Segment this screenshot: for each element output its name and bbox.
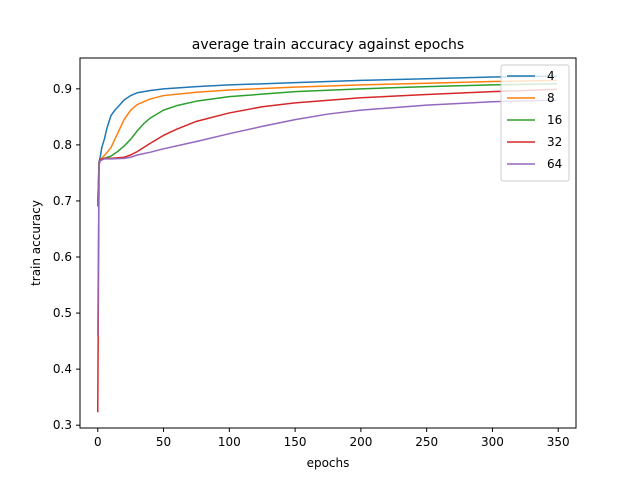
- y-axis-label: train accuracy: [29, 200, 43, 286]
- y-tick-label: 0.5: [53, 306, 72, 320]
- y-tick-label: 0.8: [53, 138, 72, 152]
- x-tick-label: 50: [156, 435, 171, 449]
- y-axis-ticks: 0.3 0.4 0.5 0.6 0.7 0.8 0.9: [53, 82, 80, 432]
- plot-lines: [97, 75, 557, 413]
- x-tick-label: 200: [349, 435, 372, 449]
- x-tick-label: 150: [284, 435, 307, 449]
- legend-label-16: 16: [547, 113, 562, 127]
- x-axis-label: epochs: [307, 456, 350, 470]
- series-line-8: [97, 79, 557, 204]
- x-tick-label: 250: [415, 435, 438, 449]
- x-tick-label: 350: [547, 435, 570, 449]
- legend: 4 8 16 32 64: [500, 64, 570, 182]
- y-tick-label: 0.7: [53, 194, 72, 208]
- legend-label-8: 8: [547, 91, 555, 105]
- y-tick-label: 0.3: [53, 418, 72, 432]
- legend-label-64: 64: [547, 157, 562, 171]
- legend-box: [500, 64, 570, 182]
- legend-label-4: 4: [547, 69, 555, 83]
- plot-frame: [79, 57, 577, 429]
- series-line-64: [97, 99, 557, 336]
- x-tick-label: 0: [94, 435, 102, 449]
- x-tick-label: 100: [218, 435, 241, 449]
- legend-label-32: 32: [547, 135, 562, 149]
- y-tick-label: 0.9: [53, 82, 72, 96]
- series-line-4: [97, 75, 557, 204]
- chart-title: average train accuracy against epochs: [192, 37, 464, 53]
- x-axis-ticks: 0 50 100 150 200 250 300 350: [94, 428, 570, 449]
- x-tick-label: 300: [481, 435, 504, 449]
- y-tick-label: 0.6: [53, 250, 72, 264]
- y-tick-label: 0.4: [53, 362, 72, 376]
